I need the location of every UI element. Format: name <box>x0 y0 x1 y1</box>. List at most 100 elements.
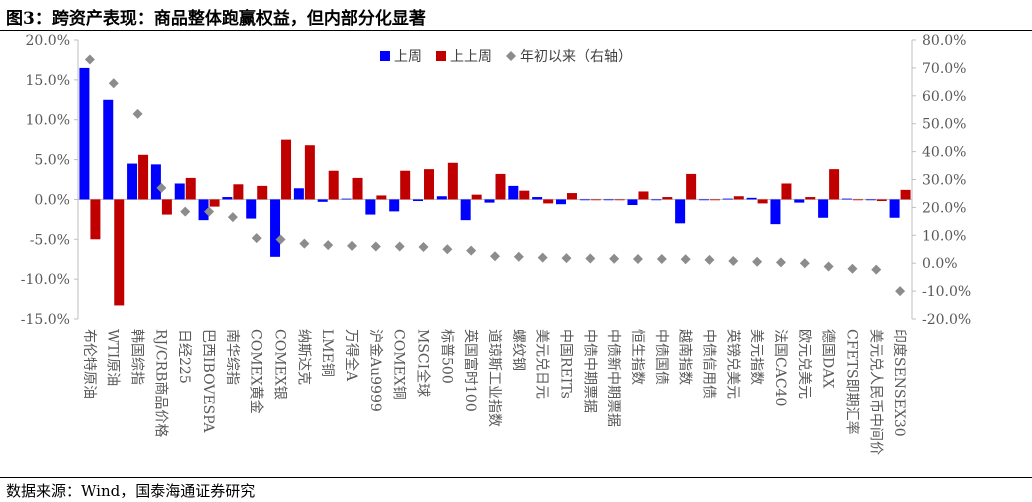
category-label: 英国富时100 <box>462 329 479 412</box>
category-label: 欧元兑美元 <box>796 329 812 399</box>
bar-last-week <box>722 198 733 200</box>
bar-prev-week <box>138 154 149 200</box>
right-tick-label: 10.0% <box>922 228 966 244</box>
ytd-marker <box>251 233 262 244</box>
category-label: LME铜 <box>319 329 335 377</box>
bar-chart: -15.0% -10.0% -5.0% 0.0% 5.0% 10.0% 15.0% 20.0%… <box>21 33 971 455</box>
bar-last-week <box>127 163 138 200</box>
bar-prev-week <box>638 191 649 200</box>
category-label: RJ/CRB商品价格 <box>152 329 168 437</box>
bar-last-week <box>627 199 638 206</box>
bar-last-week <box>818 199 829 218</box>
ytd-marker <box>728 255 739 266</box>
bar-prev-week <box>781 183 792 200</box>
bar-last-week <box>222 197 233 200</box>
right-tick-label: 50.0% <box>922 117 966 133</box>
legend-label: 年初以来（右轴） <box>520 48 632 65</box>
bar-prev-week <box>400 170 411 200</box>
bar-prev-week <box>447 162 458 200</box>
category-label: MSCI全球 <box>415 329 432 397</box>
bar-last-week <box>865 199 876 201</box>
category-label: COMEX黄金 <box>248 329 265 414</box>
category-label: 恒生指数 <box>629 329 645 385</box>
bar-prev-week <box>304 145 315 200</box>
bar-prev-week <box>543 199 554 204</box>
category-label: 标普500 <box>438 329 454 384</box>
right-tick-label: 20.0% <box>922 200 966 216</box>
bar-prev-week <box>852 199 863 201</box>
bar-prev-week <box>90 199 101 240</box>
ytd-marker <box>275 234 286 245</box>
right-tick-label: 80.0% <box>922 33 966 49</box>
category-label: 美元指数 <box>748 329 764 385</box>
bar-prev-week <box>281 139 292 200</box>
bar-prev-week <box>471 194 482 200</box>
ytd-marker <box>656 254 667 265</box>
left-tick-label: -10.0% <box>21 272 70 288</box>
bar-last-week <box>651 199 662 201</box>
legend-marker-ytd <box>506 51 516 61</box>
ytd-marker <box>418 242 429 253</box>
ytd-marker <box>895 286 906 297</box>
category-label: 中债信用债 <box>700 329 716 399</box>
ytd-marker <box>227 212 238 223</box>
ytd-marker <box>299 238 310 249</box>
ytd-marker <box>847 263 858 274</box>
bar-last-week <box>79 67 90 200</box>
ytd-marker <box>775 257 786 268</box>
bar-prev-week <box>352 177 363 200</box>
legend: 上周 上上周 年初以来（右轴） <box>380 48 632 65</box>
bar-prev-week <box>662 197 673 200</box>
ytd-marker <box>180 206 191 217</box>
category-label: 巴西IBOVESPA <box>200 329 216 433</box>
bar-last-week <box>460 199 471 221</box>
bar-last-week <box>508 185 519 200</box>
bar-last-week <box>317 199 328 202</box>
category-label: 印度SENSEX30 <box>891 329 907 437</box>
bar-prev-week <box>376 195 387 200</box>
category-label: 美元兑人民币中间价 <box>867 329 883 455</box>
left-tick-label: 15.0% <box>26 73 70 89</box>
bar-last-week <box>532 197 543 200</box>
ytd-marker <box>132 108 143 119</box>
category-label: 布伦特原油 <box>81 329 97 399</box>
category-label: 法国CAC40 <box>772 329 788 406</box>
ytd-marker <box>585 253 596 264</box>
bar-last-week <box>555 199 566 205</box>
bar-prev-week <box>566 193 577 200</box>
bar-prev-week <box>829 169 840 200</box>
ytd-marker <box>561 253 572 264</box>
bar-last-week <box>436 196 447 200</box>
bar-last-week <box>389 199 400 212</box>
category-label: CFETS即期汇率 <box>843 329 860 435</box>
category-label: 道琼斯工业指数 <box>486 329 502 427</box>
bar-prev-week <box>161 199 172 215</box>
ytd-marker <box>442 244 453 255</box>
legend-swatch-prev-week <box>436 51 446 61</box>
bar-last-week <box>603 199 614 201</box>
right-tick-label: 70.0% <box>922 61 966 77</box>
bar-last-week <box>293 188 304 200</box>
bar-prev-week <box>257 185 268 200</box>
right-tick-label: -10.0% <box>922 284 971 300</box>
ytd-marker <box>370 241 381 252</box>
bar-last-week <box>270 199 281 257</box>
category-label: COMEX铜 <box>391 329 407 400</box>
bars <box>79 67 911 306</box>
bar-prev-week <box>709 199 720 201</box>
bar-prev-week <box>757 199 768 204</box>
bar-prev-week <box>733 196 744 200</box>
bar-last-week <box>794 199 805 203</box>
bar-prev-week <box>233 184 244 200</box>
category-label: 越南指数 <box>677 329 693 385</box>
bar-prev-week <box>185 177 196 200</box>
ytd-marker <box>347 240 358 251</box>
source-divider <box>0 477 1032 478</box>
category-label: 韩国综指 <box>129 329 145 385</box>
bar-last-week <box>579 199 590 201</box>
category-label: 中国REITs <box>557 329 573 399</box>
legend-label: 上上周 <box>450 49 492 65</box>
bar-last-week <box>484 199 495 203</box>
left-tick-label: 5.0% <box>34 153 70 169</box>
left-tick-label: 10.0% <box>26 113 70 129</box>
